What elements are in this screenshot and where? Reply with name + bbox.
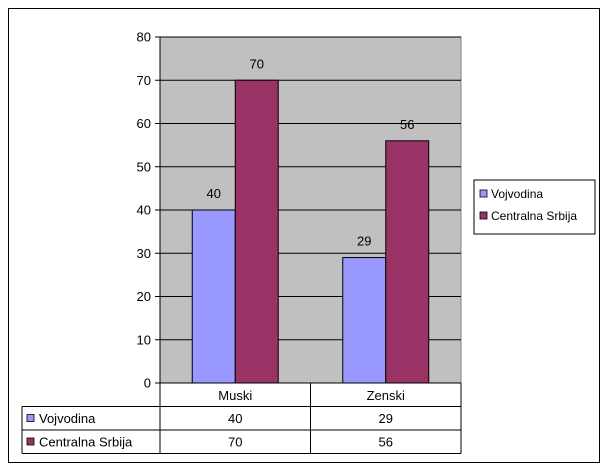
- data-labels: 40 70 29 56: [207, 56, 415, 248]
- bar: [342, 257, 387, 384]
- category-label: Zenski: [367, 388, 405, 403]
- bar: [191, 209, 236, 384]
- legend-box: [473, 179, 596, 235]
- table-row-label: Vojvodina: [39, 411, 96, 426]
- table-legend-key: [26, 414, 35, 422]
- data-label: 40: [207, 186, 221, 201]
- table-legend-key: [26, 437, 35, 446]
- y-tick-label: 70: [137, 73, 151, 88]
- legend-label: Vojvodina: [491, 187, 543, 201]
- legend-label: Centralna Srbija: [491, 209, 577, 223]
- data-label: 29: [357, 234, 371, 249]
- data-label: 56: [400, 117, 414, 132]
- y-tick-label: 50: [137, 159, 151, 174]
- y-axis-ticks: 0 10 20 30 40 50 60 70 80: [137, 30, 161, 391]
- legend-swatch: [479, 189, 488, 198]
- legend: Vojvodina Centralna Srbija: [473, 179, 596, 235]
- y-tick-label: 60: [137, 116, 151, 131]
- data-label: 70: [250, 56, 264, 71]
- table-row-label: Centralna Srbija: [39, 435, 133, 450]
- table-cell: 70: [228, 435, 242, 450]
- legend-swatch: [479, 211, 488, 220]
- table-cell: 56: [379, 435, 393, 450]
- y-tick-label: 10: [137, 332, 151, 347]
- data-table: Muski Zenski Vojvodina 40 29 Centralna Srbija…: [21, 382, 462, 454]
- y-tick-label: 80: [137, 30, 151, 45]
- y-tick-label: 20: [137, 289, 151, 304]
- bar: [385, 140, 430, 384]
- table-cell: 40: [228, 411, 242, 426]
- y-tick-label: 40: [137, 203, 151, 218]
- y-tick-label: 0: [144, 376, 151, 391]
- bar: [234, 79, 279, 384]
- y-tick-label: 30: [137, 246, 151, 261]
- category-label: Muski: [218, 388, 252, 403]
- table-cell: 29: [379, 411, 393, 426]
- bars: [191, 79, 430, 384]
